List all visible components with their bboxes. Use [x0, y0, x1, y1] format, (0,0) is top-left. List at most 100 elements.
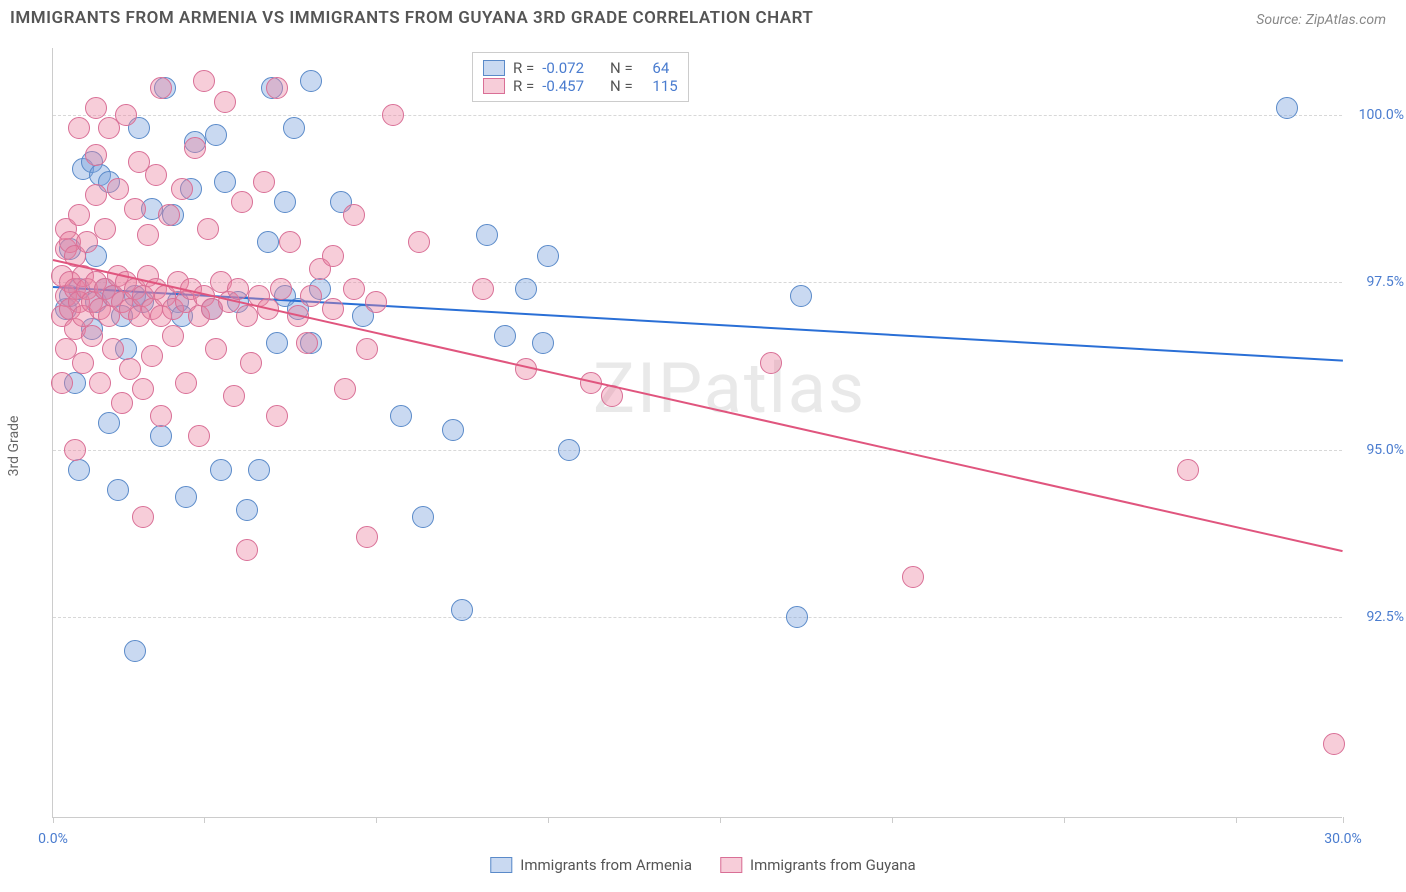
legend-item-guyana: Immigrants from Guyana	[720, 856, 916, 874]
scatter-point	[274, 191, 296, 213]
scatter-point	[124, 198, 146, 220]
scatter-point	[472, 278, 494, 300]
scatter-point	[408, 231, 430, 253]
scatter-point	[193, 70, 215, 92]
scatter-point	[107, 479, 129, 501]
stat-r-value: -0.457	[542, 77, 584, 95]
scatter-point	[184, 137, 206, 159]
legend-swatch-icon	[490, 857, 512, 873]
scatter-point	[442, 419, 464, 441]
scatter-point	[205, 338, 227, 360]
scatter-point	[162, 325, 184, 347]
scatter-point	[412, 506, 434, 528]
x-tick	[720, 817, 721, 823]
gridline	[53, 115, 1342, 116]
scatter-point	[68, 459, 90, 481]
source: Source: ZipAtlas.com	[1256, 9, 1386, 28]
scatter-point	[537, 245, 559, 267]
gridline	[53, 450, 1342, 451]
stat-r-value: -0.072	[542, 59, 584, 77]
x-tick	[1236, 817, 1237, 823]
scatter-point	[476, 224, 498, 246]
scatter-point	[365, 291, 387, 313]
stat-n-value: 115	[652, 77, 677, 95]
scatter-point	[343, 204, 365, 226]
scatter-point	[296, 332, 318, 354]
scatter-point	[102, 338, 124, 360]
x-tick	[548, 817, 549, 823]
scatter-point	[188, 425, 210, 447]
scatter-point	[266, 332, 288, 354]
scatter-point	[253, 171, 275, 193]
scatter-point	[145, 164, 167, 186]
scatter-point	[786, 606, 808, 628]
scatter-point	[558, 439, 580, 461]
scatter-point	[137, 224, 159, 246]
legend-swatch-icon	[720, 857, 742, 873]
scatter-point	[94, 218, 116, 240]
stat-n-label: N =	[610, 77, 633, 95]
scatter-point	[236, 539, 258, 561]
scatter-point	[175, 486, 197, 508]
scatter-point	[197, 218, 219, 240]
scatter-point	[64, 439, 86, 461]
scatter-point	[85, 184, 107, 206]
scatter-point	[132, 506, 154, 528]
scatter-point	[322, 245, 344, 267]
scatter-point	[214, 91, 236, 113]
scatter-point	[322, 298, 344, 320]
scatter-point	[214, 171, 236, 193]
scatter-point	[334, 378, 356, 400]
scatter-point	[790, 285, 812, 307]
scatter-point	[240, 352, 262, 374]
scatter-point	[283, 117, 305, 139]
scatter-point	[382, 104, 404, 126]
scatter-point	[141, 345, 163, 367]
scatter-point	[107, 178, 129, 200]
scatter-point	[902, 566, 924, 588]
scatter-point	[171, 178, 193, 200]
scatter-point	[270, 278, 292, 300]
scatter-point	[115, 104, 137, 126]
source-label: Source:	[1256, 12, 1301, 28]
legend-label: Immigrants from Guyana	[750, 856, 916, 874]
scatter-point	[85, 97, 107, 119]
y-tick-label: 92.5%	[1349, 609, 1404, 625]
scatter-point	[227, 278, 249, 300]
scatter-point	[343, 278, 365, 300]
scatter-point	[158, 204, 180, 226]
legend-stat-row: R =-0.072N = 64	[483, 59, 678, 77]
scatter-point	[210, 459, 232, 481]
scatter-point	[231, 191, 253, 213]
scatter-point	[236, 499, 258, 521]
scatter-point	[68, 204, 90, 226]
scatter-point	[1323, 733, 1345, 755]
x-tick	[376, 817, 377, 823]
scatter-point	[266, 77, 288, 99]
scatter-point	[1276, 97, 1298, 119]
x-tick	[1343, 817, 1344, 823]
stat-r-label: R =	[513, 77, 534, 95]
scatter-point	[68, 117, 90, 139]
scatter-point	[150, 77, 172, 99]
scatter-point	[494, 325, 516, 347]
scatter-point	[515, 278, 537, 300]
x-tick	[53, 817, 54, 823]
scatter-point	[175, 372, 197, 394]
scatter-point	[1177, 459, 1199, 481]
scatter-point	[300, 285, 322, 307]
stat-n-label: N =	[610, 59, 633, 77]
scatter-point	[111, 392, 133, 414]
y-tick-label: 100.0%	[1349, 107, 1404, 123]
scatter-point	[300, 70, 322, 92]
legend-series: Immigrants from Armenia Immigrants from …	[490, 856, 915, 874]
scatter-point	[356, 526, 378, 548]
scatter-point	[81, 325, 103, 347]
x-tick-label: 30.0%	[1324, 831, 1362, 847]
x-tick	[1064, 817, 1065, 823]
scatter-point	[98, 412, 120, 434]
x-tick-label: 0.0%	[38, 831, 68, 847]
scatter-point	[124, 640, 146, 662]
scatter-point	[532, 332, 554, 354]
source-name[interactable]: ZipAtlas.com	[1306, 12, 1386, 28]
